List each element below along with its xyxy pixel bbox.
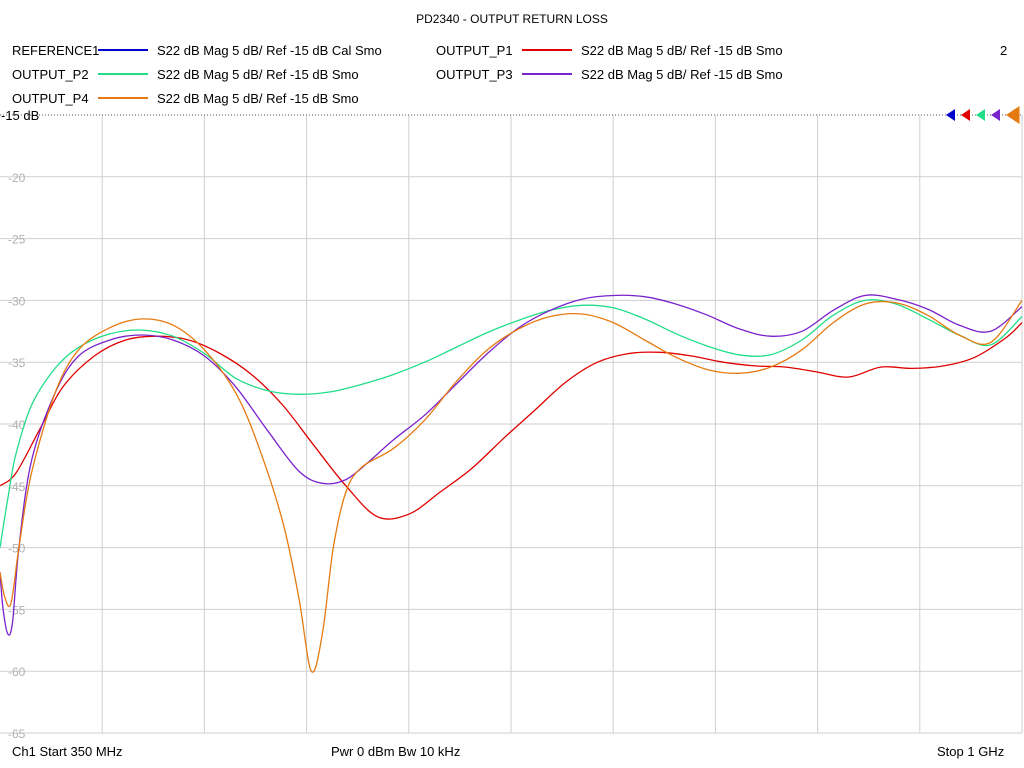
legend-desc-output-p3: S22 dB Mag 5 dB/ Ref -15 dB Smo [581,67,783,82]
ref-markers [946,106,1020,124]
legend-desc-output-p1: S22 dB Mag 5 dB/ Ref -15 dB Smo [581,43,783,58]
legend-swatch-output-p3 [522,73,572,75]
series-line-output-p4 [0,300,1023,673]
footer-power: Pwr 0 dBm Bw 10 kHz [331,744,461,759]
legend-swatch-output-p4 [98,97,148,99]
legend-name-reference1: REFERENCE1 [12,43,100,58]
series-line-output-p2 [0,299,1023,548]
legend-swatch-reference1 [98,49,148,51]
ref-marker-icon [961,109,970,121]
ref-marker-icon [976,109,985,121]
y-tick-label: -15 dB [1,108,39,123]
legend-swatch-output-p1 [522,49,572,51]
y-tick-label: -25 [8,233,26,247]
y-tick-label: -65 [8,727,26,741]
y-tick-label: -35 [8,356,26,370]
legend-name-output-p3: OUTPUT_P3 [436,67,513,82]
legend-desc-output-p2: S22 dB Mag 5 dB/ Ref -15 dB Smo [157,67,359,82]
legend-name-output-p4: OUTPUT_P4 [12,91,89,106]
y-tick-label: -45 [8,480,26,494]
footer-stop: Stop 1 GHz [937,744,1005,759]
chart-title: PD2340 - OUTPUT RETURN LOSS [416,12,608,26]
grid [0,114,1023,734]
legend-desc-output-p4: S22 dB Mag 5 dB/ Ref -15 dB Smo [157,91,359,106]
legend-swatch-output-p2 [98,73,148,75]
ref-marker-icon [1006,106,1020,124]
y-tick-label: -30 [8,294,26,308]
channel-number: 2 [1000,43,1008,58]
legend-name-output-p2: OUTPUT_P2 [12,67,89,82]
y-tick-labels: -15 dB -20 -25 -30 -35 -40 -45 -50 -55 -60 -65 [1,108,39,741]
footer-start: Ch1 Start 350 MHz [12,744,123,759]
legend-desc-reference1: S22 dB Mag 5 dB/ Ref -15 dB Cal Smo [157,43,382,58]
y-tick-label: -55 [8,603,26,617]
ref-marker-icon [991,109,1000,121]
y-tick-label: -60 [8,665,26,679]
legend-name-output-p1: OUTPUT_P1 [436,43,513,58]
y-tick-label: -50 [8,542,26,556]
ref-marker-icon [946,109,955,121]
y-tick-label: -20 [8,171,26,185]
series-lines [0,294,1023,673]
series-line-output-p1 [0,322,1023,520]
y-tick-label: -40 [8,418,26,432]
